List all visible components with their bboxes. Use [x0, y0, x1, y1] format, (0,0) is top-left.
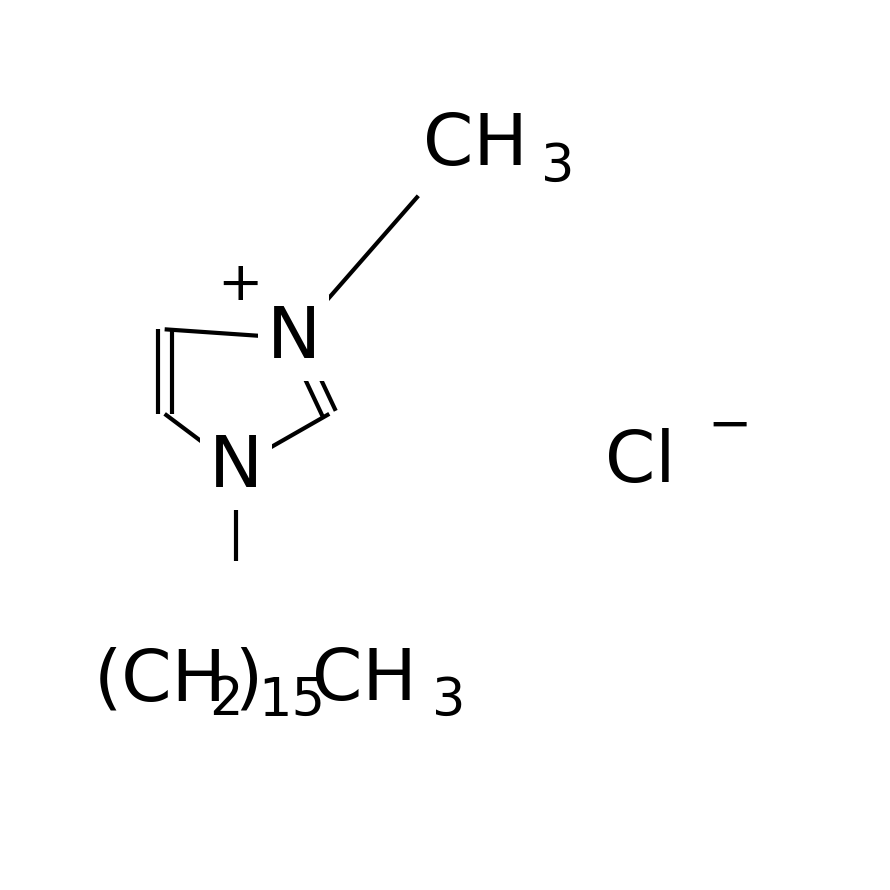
Text: 3: 3	[541, 142, 575, 193]
Text: (CH: (CH	[93, 646, 226, 716]
Text: N: N	[267, 303, 320, 373]
Text: 15: 15	[258, 675, 325, 726]
Text: +: +	[218, 259, 263, 311]
Text: CH: CH	[423, 110, 528, 180]
Text: 2: 2	[209, 675, 243, 726]
Text: ): )	[234, 646, 263, 716]
Text: 3: 3	[432, 675, 465, 726]
Text: N: N	[209, 433, 263, 502]
Text: CH: CH	[312, 646, 417, 716]
Text: −: −	[708, 400, 752, 451]
Text: Cl: Cl	[605, 428, 676, 498]
